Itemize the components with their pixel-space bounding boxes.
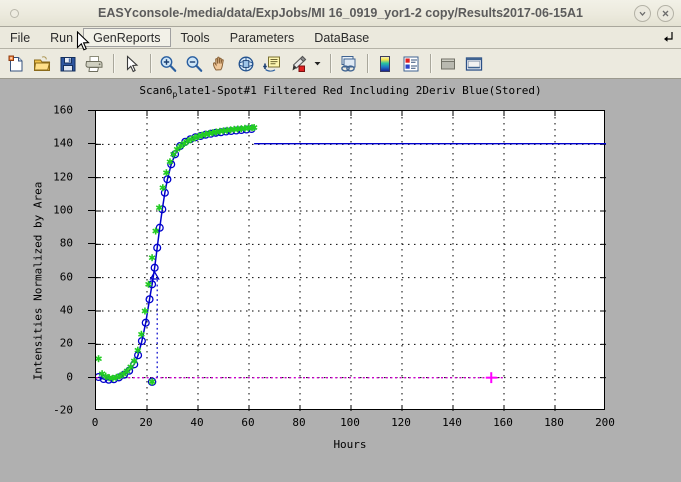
zoom-in-icon[interactable] (156, 52, 180, 76)
x-tick-label-0: 0 (91, 416, 99, 429)
y-tick-label-40: 40 (59, 303, 73, 317)
y-tick-60 (88, 276, 95, 278)
x-tick-label-180: 180 (544, 416, 564, 429)
colormap-icon[interactable] (373, 52, 397, 76)
y-tick-140 (88, 143, 95, 145)
y-tick-label-20: 20 (59, 336, 73, 350)
plot-svg (96, 111, 606, 411)
chevron-down-icon (639, 11, 646, 16)
menu-item-database[interactable]: DataBase (314, 30, 370, 45)
window-menu-dot-icon[interactable] (10, 8, 19, 18)
open-folder-icon[interactable] (30, 52, 54, 76)
chart-title: Scan6plate1-Spot#1 Filtered Red Includin… (0, 84, 681, 99)
y-tick-20 (88, 343, 95, 345)
menu-item-run[interactable]: Run (50, 30, 74, 45)
menu-item-parameters[interactable]: Parameters (229, 30, 295, 45)
rotate-3d-icon[interactable] (234, 52, 258, 76)
toolbar-separator (430, 54, 431, 73)
y-tick-label-140: 140 (53, 136, 73, 150)
new-document-icon[interactable] (4, 52, 28, 76)
y-tick-label-100: 100 (53, 203, 73, 217)
window-title: EASYconsole-/media/data/ExpJobs/MI 16_09… (98, 6, 583, 20)
inflection-triangle-marker (149, 270, 160, 280)
edit-color-icon[interactable] (286, 52, 310, 76)
hide-panel-icon[interactable] (436, 52, 460, 76)
y-tick-label-0: 0 (66, 370, 73, 384)
window-controls (634, 5, 674, 22)
x-tick-label-140: 140 (442, 416, 462, 429)
y-tick-100 (88, 210, 95, 211)
close-icon (662, 10, 669, 17)
zoom-out-icon[interactable] (182, 52, 206, 76)
x-tick-label-60: 60 (241, 416, 255, 429)
pan-hand-icon[interactable] (208, 52, 232, 76)
y-tick-160 (88, 110, 95, 111)
outlier-circle-marker (147, 377, 157, 387)
chevron-down-icon[interactable] (312, 52, 323, 76)
y-tick-120 (88, 176, 95, 178)
link-plot-icon[interactable] (336, 52, 360, 76)
plot-area[interactable] (95, 110, 606, 411)
close-button[interactable] (657, 5, 674, 22)
show-figure-palette-icon[interactable] (462, 52, 486, 76)
toolbar-separator (113, 54, 114, 73)
print-icon[interactable] (82, 52, 106, 76)
title-bar: EASYconsole-/media/data/ExpJobs/MI 16_09… (0, 0, 681, 27)
x-tick-label-160: 160 (493, 416, 513, 429)
mouse-cursor-icon (76, 31, 90, 51)
insert-legend-icon[interactable] (260, 52, 284, 76)
toolbar (0, 49, 681, 79)
y-tick-80 (88, 243, 95, 245)
x-tick-label-200: 200 (595, 416, 615, 429)
save-floppy-icon[interactable] (56, 52, 80, 76)
y-tick-label-160: 160 (53, 103, 73, 117)
x-tick-label-100: 100 (340, 416, 360, 429)
menu-bar: File Run GenReports Tools Parameters Dat… (0, 27, 681, 49)
x-tick-label-120: 120 (391, 416, 411, 429)
y-tick-40 (88, 310, 95, 311)
axis-inner-ticks (96, 111, 606, 411)
toolbar-separator (330, 54, 331, 73)
x-axis-label: Hours (333, 438, 367, 451)
y-tick-label-minus20: -20 (53, 403, 73, 417)
menu-item-tools[interactable]: Tools (180, 30, 210, 45)
raw-data-asterisk-markers (96, 124, 258, 382)
chart-title-prefix: Scan6 (139, 84, 173, 97)
plot-browser-icon[interactable] (399, 52, 423, 76)
x-tick-label-80: 80 (292, 416, 306, 429)
x-tick-label-20: 20 (139, 416, 153, 429)
y-tick-label-80: 80 (59, 236, 73, 250)
menu-item-file[interactable]: File (10, 30, 31, 45)
chart-title-subscript: p (172, 90, 178, 100)
x-tick-label-40: 40 (190, 416, 204, 429)
toolbar-separator (150, 54, 151, 73)
outlier-asterisk-marker (148, 378, 156, 386)
chart-title-suffix: late1-Spot#1 Filtered Red Including 2Der… (177, 84, 542, 97)
minimize-button[interactable] (634, 5, 651, 22)
toolbar-separator (367, 54, 368, 73)
y-tick-label-120: 120 (53, 170, 73, 184)
menu-overflow-arrow-icon[interactable] (661, 30, 675, 44)
pointer-select-icon[interactable] (119, 52, 143, 76)
fit-curve-line (98, 127, 255, 381)
menu-item-genreports[interactable]: GenReports (83, 28, 171, 47)
figure-canvas[interactable]: Scan6plate1-Spot#1 Filtered Red Includin… (0, 79, 681, 482)
y-tick-0 (88, 376, 95, 378)
deriv-max-plus-marker (485, 372, 497, 384)
y-tick-label-60: 60 (59, 270, 73, 284)
grid-vertical (146, 111, 556, 411)
